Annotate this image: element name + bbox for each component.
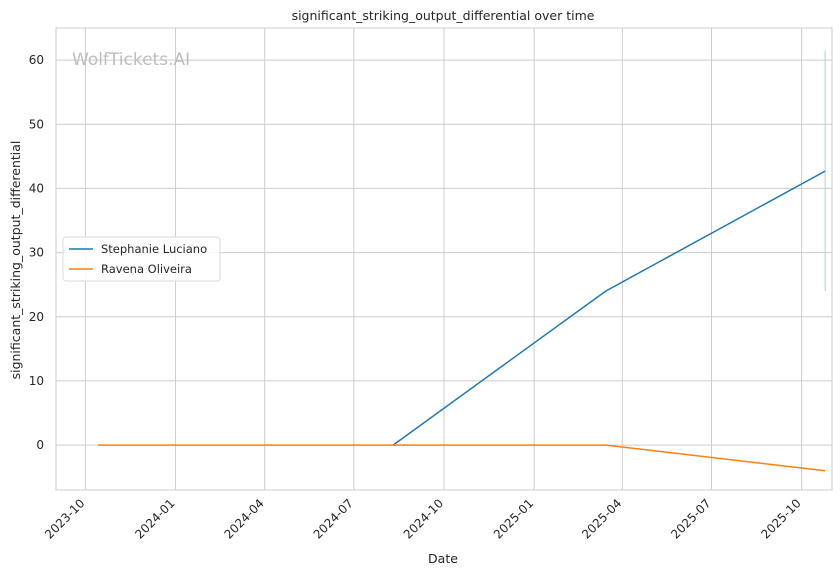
- y-tick-label: 0: [36, 438, 44, 452]
- y-tick-labels: 0 10 20 30 40 50 60: [29, 53, 44, 452]
- watermark: WolfTickets.AI: [72, 50, 190, 70]
- legend-label: Ravena Oliveira: [101, 262, 192, 276]
- series-line: [98, 444, 826, 472]
- y-tick-label: 50: [29, 117, 44, 131]
- y-tick-label: 30: [29, 246, 44, 260]
- grid: [56, 28, 832, 490]
- y-tick-label: 40: [29, 181, 44, 195]
- series-lines: [98, 170, 826, 472]
- x-axis-title: Date: [428, 551, 458, 566]
- plot-frame: [55, 27, 833, 491]
- chart-title: significant_striking_output_differential…: [292, 8, 595, 23]
- legend-label: Stephanie Luciano: [101, 242, 207, 256]
- y-tick-label: 60: [29, 53, 44, 67]
- y-tick-label: 20: [29, 310, 44, 324]
- y-axis-title: significant_striking_output_differential: [8, 141, 23, 380]
- series-line: [392, 170, 826, 446]
- y-tick-label: 10: [29, 374, 44, 388]
- legend: Stephanie Luciano Ravena Oliveira: [62, 236, 221, 282]
- legend-box: [62, 236, 221, 282]
